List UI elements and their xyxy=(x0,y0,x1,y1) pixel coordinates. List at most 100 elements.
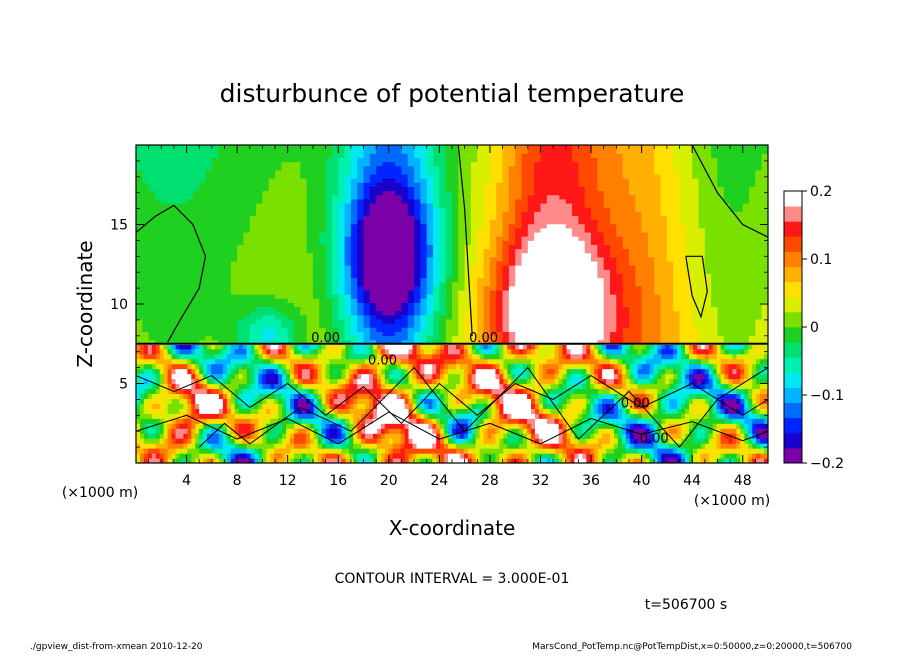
heat-cell xyxy=(143,353,149,360)
heat-cell xyxy=(723,173,731,179)
heat-cell xyxy=(199,223,207,229)
heat-cell xyxy=(218,298,226,303)
heat-cell xyxy=(565,318,573,324)
heat-cell xyxy=(749,190,756,196)
heat-cell xyxy=(376,182,384,188)
heat-cell xyxy=(452,153,459,159)
heat-cell xyxy=(749,194,756,200)
heat-cell xyxy=(186,248,194,254)
heat-cell xyxy=(224,285,232,291)
heat-cell xyxy=(502,202,510,208)
heat-cell xyxy=(331,182,339,188)
heat-cell xyxy=(553,161,561,167)
heat-cell xyxy=(407,289,415,295)
heat-cell xyxy=(237,273,245,279)
heat-cell xyxy=(151,438,157,444)
heat-cell xyxy=(167,194,175,200)
heat-cell xyxy=(635,294,643,299)
heat-cell xyxy=(420,194,428,200)
heat-cell xyxy=(249,273,257,279)
heat-cell xyxy=(357,169,365,175)
heat-cell xyxy=(565,260,573,266)
heat-cell xyxy=(331,157,339,163)
heat-cell xyxy=(319,211,327,216)
heat-cell xyxy=(483,298,491,303)
heat-cell xyxy=(230,157,238,163)
heat-cell xyxy=(300,339,308,345)
heat-cell xyxy=(148,211,156,216)
heat-cell xyxy=(572,211,579,216)
heat-cell xyxy=(357,157,365,163)
heat-cell xyxy=(470,265,478,270)
heat-cell xyxy=(350,294,358,299)
heat-cell xyxy=(597,202,605,208)
heat-cell xyxy=(496,194,504,200)
heat-cell xyxy=(635,227,643,233)
heat-cell xyxy=(344,314,352,320)
heat-cell xyxy=(470,182,478,188)
heat-cell xyxy=(603,153,611,159)
heat-cell xyxy=(452,223,459,229)
heat-cell xyxy=(673,269,681,274)
heat-cell xyxy=(736,236,744,241)
heat-cell xyxy=(382,323,390,328)
heat-cell xyxy=(262,339,270,345)
heat-cell xyxy=(540,169,548,175)
heat-cell xyxy=(161,265,169,270)
heat-cell xyxy=(546,298,554,303)
heat-cell xyxy=(496,178,504,183)
heat-cell xyxy=(603,182,611,188)
heat-cell xyxy=(673,145,681,150)
heat-cell xyxy=(679,219,687,225)
heat-cell xyxy=(553,298,561,303)
heat-cell xyxy=(338,314,346,320)
heat-cell xyxy=(711,178,719,183)
heat-cell xyxy=(711,339,719,345)
heat-cell xyxy=(249,252,257,258)
heat-cell xyxy=(477,260,485,266)
heat-cell xyxy=(262,207,270,212)
heat-cell xyxy=(673,219,681,225)
heat-cell xyxy=(616,211,624,216)
heat-cell xyxy=(395,161,403,167)
heat-cell xyxy=(401,331,409,337)
heat-cell xyxy=(211,231,219,237)
heat-cell xyxy=(275,310,282,316)
heat-cell xyxy=(622,211,630,216)
heat-cell xyxy=(388,149,396,154)
heat-cell xyxy=(730,335,737,341)
heat-cell xyxy=(591,207,598,212)
heat-cell xyxy=(382,240,390,245)
heat-cell xyxy=(698,269,706,274)
heat-cell xyxy=(211,173,219,179)
heat-cell xyxy=(143,418,149,424)
heat-cell xyxy=(180,252,188,258)
heat-cell xyxy=(717,302,725,308)
heat-cell xyxy=(673,190,681,196)
heat-cell xyxy=(717,161,725,167)
heat-cell xyxy=(230,161,238,167)
heat-cell xyxy=(597,219,605,225)
heat-cell xyxy=(749,244,756,250)
heat-cell xyxy=(546,265,554,270)
heat-cell xyxy=(136,413,141,419)
heat-cell xyxy=(294,265,301,270)
heat-cell xyxy=(243,269,251,274)
heat-cell xyxy=(420,269,428,274)
heat-cell xyxy=(647,339,655,345)
heat-cell xyxy=(426,223,434,229)
heat-cell xyxy=(477,231,485,237)
heat-cell xyxy=(167,323,175,328)
heat-cell xyxy=(452,318,459,324)
heat-cell xyxy=(249,240,257,245)
heat-cell xyxy=(502,161,510,167)
heat-cell xyxy=(433,207,440,212)
heat-cell xyxy=(312,149,320,154)
heat-cell xyxy=(685,331,693,337)
heat-cell xyxy=(319,215,327,221)
heat-cell xyxy=(363,248,371,254)
heat-cell xyxy=(294,198,301,204)
heat-cell xyxy=(262,331,270,337)
heat-cell xyxy=(147,403,153,409)
heat-cell xyxy=(294,302,301,308)
